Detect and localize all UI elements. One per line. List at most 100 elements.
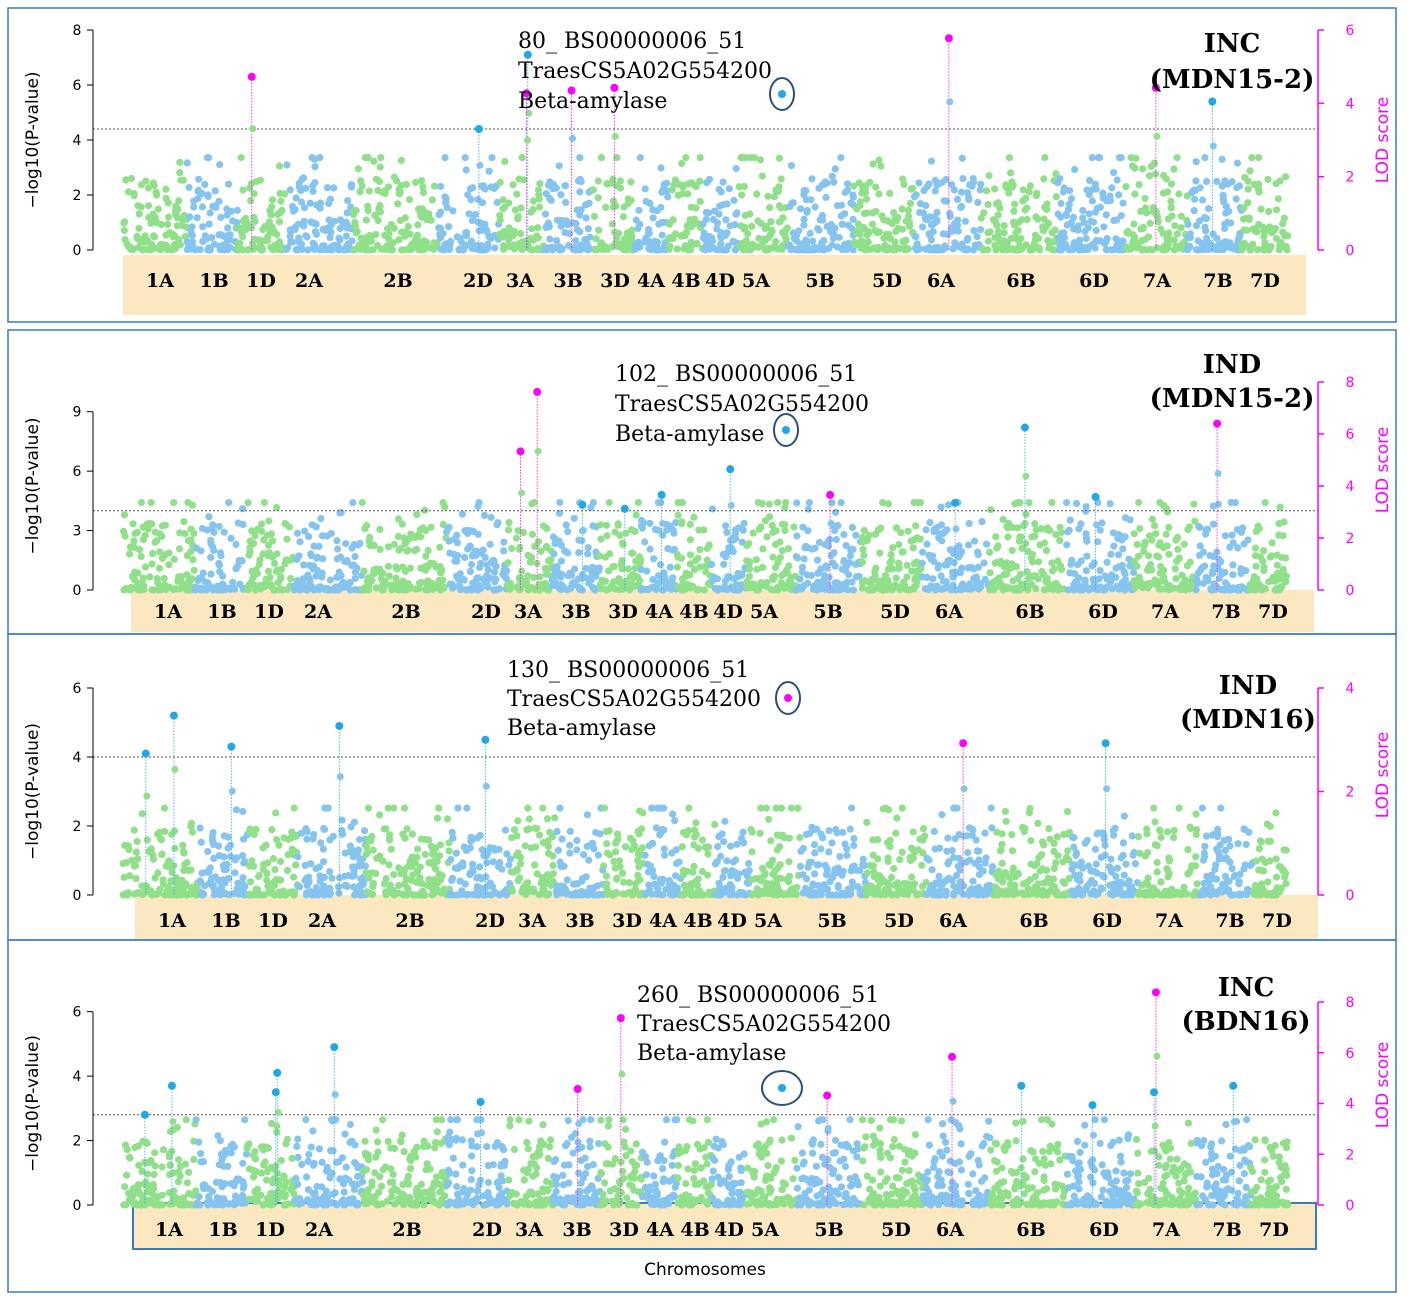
snp-point — [122, 176, 130, 184]
snp-point — [380, 245, 389, 253]
snp-point — [311, 163, 319, 171]
snp-point — [601, 553, 610, 561]
snp-point — [686, 536, 695, 544]
snp-point — [1118, 584, 1126, 592]
snp-point — [328, 874, 336, 882]
snp-point — [596, 830, 604, 838]
snp-point — [262, 841, 270, 849]
snp-point — [702, 215, 710, 224]
chromosome-label: 4D — [705, 270, 735, 292]
snp-point — [895, 564, 903, 572]
snp-point — [904, 245, 913, 253]
snp-point — [953, 221, 962, 229]
snp-point — [993, 221, 1001, 229]
snp-point — [1217, 558, 1225, 566]
snp-point — [1099, 189, 1107, 197]
snp-point — [267, 530, 275, 538]
snp-point — [737, 834, 746, 843]
snp-point — [1005, 189, 1013, 197]
snp-point — [798, 568, 806, 576]
y-tick-label: 2 — [73, 188, 82, 204]
snp-point — [318, 532, 326, 540]
snp-point — [216, 161, 224, 169]
snp-point — [137, 552, 145, 561]
snp-point — [1091, 208, 1099, 216]
snp-point — [1019, 197, 1027, 205]
snp-point — [1057, 528, 1065, 537]
snp-point — [723, 857, 731, 865]
snp-point — [1280, 214, 1288, 222]
snp-point — [1276, 503, 1284, 511]
snp-point — [912, 522, 920, 530]
snp-point — [141, 232, 149, 240]
snp-point — [991, 559, 999, 567]
snp-point — [1209, 502, 1217, 510]
snp-point — [885, 244, 893, 252]
snp-point — [733, 840, 741, 848]
snp-point — [157, 220, 165, 229]
snp-point — [449, 834, 457, 842]
snp-point — [146, 573, 154, 581]
snp-point — [637, 566, 645, 574]
highlight-circle — [769, 77, 795, 111]
snp-point — [499, 196, 507, 204]
snp-point — [551, 814, 559, 822]
snp-point — [806, 229, 814, 238]
snp-point — [207, 553, 215, 562]
snp-point — [1281, 173, 1290, 181]
snp-point — [215, 876, 223, 884]
snp-point — [984, 237, 993, 245]
snp-point — [833, 586, 841, 594]
snp-point — [638, 844, 647, 852]
snp-point — [293, 555, 301, 564]
snp-point — [750, 242, 758, 250]
snp-point — [1022, 539, 1030, 548]
snp-point — [776, 843, 784, 851]
snp-point — [195, 574, 203, 582]
snp-point — [892, 574, 900, 582]
snp-point — [1022, 472, 1030, 480]
snp-point — [304, 571, 312, 579]
snp-point — [1033, 244, 1041, 252]
snp-point — [372, 870, 380, 878]
snp-point — [1088, 197, 1096, 205]
snp-point — [422, 552, 430, 560]
snp-point — [1152, 207, 1160, 215]
snp-point — [644, 586, 652, 594]
snp-point — [1081, 576, 1089, 584]
snp-point — [275, 162, 284, 170]
snp-point — [870, 244, 878, 252]
snp-point — [427, 559, 435, 567]
snp-point — [1274, 195, 1282, 203]
snp-point — [970, 537, 979, 545]
snp-point — [307, 552, 315, 560]
snp-point — [690, 862, 698, 871]
snp-point — [1110, 542, 1118, 550]
snp-point — [469, 184, 477, 192]
snp-point — [1176, 585, 1184, 594]
snp-point — [476, 161, 484, 169]
snp-point — [124, 188, 133, 196]
snp-point — [493, 521, 501, 529]
snp-point — [1085, 210, 1093, 218]
snp-point — [860, 225, 868, 233]
snp-point — [343, 209, 351, 217]
snp-point — [621, 843, 630, 851]
snp-point — [394, 580, 402, 588]
snp-point — [271, 866, 279, 874]
snp-point — [1063, 541, 1071, 549]
snp-point — [384, 543, 393, 551]
snp-point — [173, 222, 181, 230]
snp-point — [188, 828, 196, 836]
snp-point — [579, 526, 587, 534]
snp-point — [768, 521, 776, 530]
snp-point — [1142, 246, 1150, 254]
snp-point — [1199, 196, 1207, 204]
snp-point — [1243, 226, 1251, 234]
snp-point — [1043, 200, 1051, 208]
snp-point — [849, 191, 857, 199]
snp-point — [137, 181, 145, 189]
snp-point — [1157, 562, 1165, 571]
snp-point — [691, 833, 699, 841]
snp-point — [475, 499, 483, 507]
